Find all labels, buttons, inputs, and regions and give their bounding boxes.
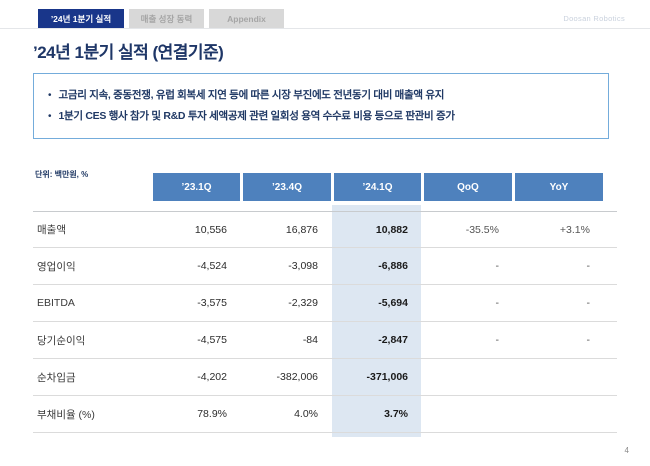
column-header-5: YoY bbox=[515, 173, 603, 201]
cell-value: 16,876 bbox=[285, 223, 318, 236]
bullet-icon: • bbox=[48, 111, 52, 122]
cell-value: -2,847 bbox=[378, 334, 408, 346]
column-header-3: ’24.1Q bbox=[334, 173, 421, 201]
highlight-bullet: • 고금리 지속, 중동전쟁, 유럽 회복세 지연 등에 따른 시장 부진에도 … bbox=[48, 85, 598, 106]
bullet-icon: • bbox=[48, 90, 52, 101]
page-title: ’24년 1분기 실적 (연결기준) bbox=[33, 43, 224, 62]
column-header-4: QoQ bbox=[424, 173, 512, 201]
cell-value: -35.5% bbox=[465, 223, 499, 236]
table-row: EBITDA -3,575 -2,329 -5,694 - - bbox=[33, 285, 617, 322]
table-row: 부채비율 (%) 78.9% 4.0% 3.7% bbox=[33, 396, 617, 433]
table-row: 순차입금 -4,202 -382,006 -371,006 bbox=[33, 359, 617, 396]
cell-value: - bbox=[495, 334, 500, 346]
unit-label: 단위: 백만원, % bbox=[35, 170, 89, 179]
highlight-text: 1분기 CES 행사 참가 및 R&D 투자 세액공제 관련 일회성 용역 수수… bbox=[58, 110, 456, 122]
highlight-bullet: • 1분기 CES 행사 참가 및 R&D 투자 세액공제 관련 일회성 용역 … bbox=[48, 106, 598, 127]
cell-value: -5,694 bbox=[378, 297, 408, 309]
cell-value: -6,886 bbox=[378, 260, 408, 272]
cell-value: - bbox=[586, 297, 591, 309]
page-number: 4 bbox=[624, 446, 629, 455]
tab-growth-drivers[interactable]: 매출 성장 동력 bbox=[129, 9, 204, 28]
cell-value: -4,524 bbox=[197, 260, 227, 272]
table-body: 매출액 10,556 16,876 10,882 -35.5% +3.1% 영업이익 -4,5… bbox=[33, 211, 617, 433]
cell-value: -371,006 bbox=[366, 371, 408, 383]
cell-value: - bbox=[495, 260, 500, 272]
company-watermark: Doosan Robotics bbox=[563, 14, 625, 23]
cell-value: 3.7% bbox=[384, 408, 408, 420]
cell-value: 10,556 bbox=[194, 223, 227, 236]
tab-q1-results[interactable]: ’24년 1분기 실적 bbox=[38, 9, 124, 28]
cell-value: -4,202 bbox=[197, 371, 227, 383]
cell-value: 78.9% bbox=[197, 408, 227, 420]
cell-value: -4,575 bbox=[197, 334, 227, 346]
tab-appendix[interactable]: Appendix bbox=[209, 9, 284, 28]
table-corner-spacer bbox=[33, 173, 150, 201]
header-divider bbox=[0, 28, 650, 29]
financial-table: ’23.1Q ’23.4Q ’24.1Q QoQ YoY 매출액 10,556 16,876… bbox=[33, 173, 617, 437]
row-label: 영업이익 bbox=[37, 260, 76, 273]
cell-value: 4.0% bbox=[294, 408, 318, 420]
highlights-box: • 고금리 지속, 중동전쟁, 유럽 회복세 지연 등에 따른 시장 부진에도 … bbox=[33, 73, 609, 139]
cell-value: 10,882 bbox=[375, 223, 408, 236]
row-label: 당기순이익 bbox=[37, 334, 86, 347]
highlight-text: 고금리 지속, 중동전쟁, 유럽 회복세 지연 등에 따른 시장 부진에도 전년… bbox=[58, 89, 445, 101]
table-header-row: ’23.1Q ’23.4Q ’24.1Q QoQ YoY bbox=[33, 173, 617, 201]
tab-bar: ’24년 1분기 실적 매출 성장 동력 Appendix bbox=[38, 9, 284, 28]
table-row: 매출액 10,556 16,876 10,882 -35.5% +3.1% bbox=[33, 211, 617, 248]
cell-value: -84 bbox=[302, 334, 318, 346]
row-label: 매출액 bbox=[37, 224, 66, 236]
cell-value: -382,006 bbox=[276, 371, 318, 383]
cell-value: - bbox=[586, 260, 591, 272]
cell-value: - bbox=[495, 297, 500, 309]
column-header-2: ’23.4Q bbox=[243, 173, 331, 201]
cell-value: -3,575 bbox=[197, 297, 227, 309]
table-row: 영업이익 -4,524 -3,098 -6,886 - - bbox=[33, 248, 617, 285]
cell-value: -2,329 bbox=[288, 297, 318, 309]
column-header-1: ’23.1Q bbox=[153, 173, 240, 201]
cell-value: -3,098 bbox=[288, 260, 318, 272]
cell-value: - bbox=[586, 334, 591, 346]
table-row: 당기순이익 -4,575 -84 -2,847 - - bbox=[33, 322, 617, 359]
row-label: EBITDA bbox=[37, 297, 75, 309]
cell-value: +3.1% bbox=[559, 223, 590, 236]
row-label: 순차입금 bbox=[37, 371, 76, 384]
row-label: 부채비율 (%) bbox=[37, 408, 95, 421]
